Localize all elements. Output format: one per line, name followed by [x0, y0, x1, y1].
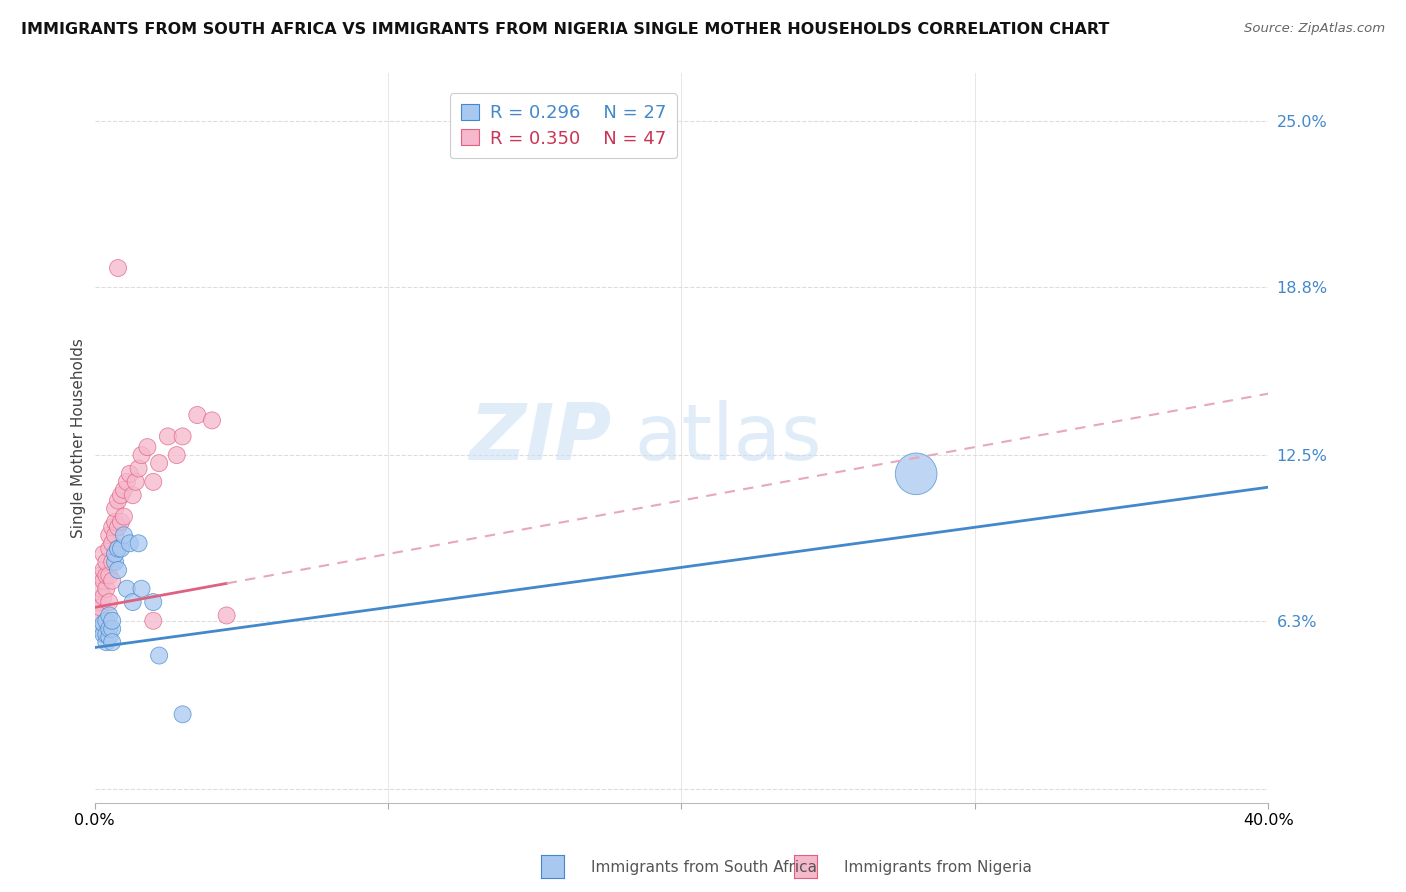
Point — [93, 547, 115, 561]
Point — [89, 582, 111, 596]
Point — [172, 429, 194, 443]
Point — [96, 627, 118, 641]
Point — [93, 590, 115, 604]
Point — [115, 475, 138, 489]
Point — [89, 568, 111, 582]
Point — [96, 568, 118, 582]
Point — [86, 608, 108, 623]
Point — [112, 509, 135, 524]
Point — [118, 536, 141, 550]
Point — [101, 574, 124, 588]
Legend: R = 0.296    N = 27, R = 0.350    N = 47: R = 0.296 N = 27, R = 0.350 N = 47 — [450, 93, 676, 159]
Point — [104, 555, 127, 569]
Point — [107, 261, 129, 276]
Point — [98, 528, 121, 542]
Point — [98, 622, 121, 636]
Point — [98, 568, 121, 582]
Point — [121, 488, 143, 502]
Point — [98, 595, 121, 609]
Text: IMMIGRANTS FROM SOUTH AFRICA VS IMMIGRANTS FROM NIGERIA SINGLE MOTHER HOUSEHOLDS: IMMIGRANTS FROM SOUTH AFRICA VS IMMIGRAN… — [21, 22, 1109, 37]
Point — [89, 622, 111, 636]
Point — [104, 528, 127, 542]
Point — [148, 648, 170, 663]
Text: atlas: atlas — [634, 400, 823, 475]
Point — [101, 536, 124, 550]
Point — [104, 515, 127, 529]
Point — [101, 555, 124, 569]
Point — [86, 595, 108, 609]
Point — [107, 520, 129, 534]
Point — [101, 520, 124, 534]
Point — [107, 563, 129, 577]
Point — [201, 413, 224, 427]
Point — [96, 555, 118, 569]
Point — [93, 616, 115, 631]
Point — [142, 614, 165, 628]
Point — [93, 563, 115, 577]
Point — [96, 614, 118, 628]
Point — [115, 582, 138, 596]
Point — [166, 448, 188, 462]
Point — [101, 622, 124, 636]
Point — [172, 707, 194, 722]
Point — [124, 475, 146, 489]
Point — [128, 461, 150, 475]
Point — [110, 488, 132, 502]
Point — [142, 475, 165, 489]
Point — [101, 635, 124, 649]
Point — [96, 582, 118, 596]
Point — [110, 515, 132, 529]
Point — [104, 501, 127, 516]
Point — [101, 614, 124, 628]
Point — [215, 608, 238, 623]
Text: ZIP: ZIP — [468, 400, 612, 475]
Point — [96, 635, 118, 649]
Text: Source: ZipAtlas.com: Source: ZipAtlas.com — [1244, 22, 1385, 36]
Point — [148, 456, 170, 470]
Point — [107, 541, 129, 556]
Point — [98, 541, 121, 556]
Text: Immigrants from Nigeria: Immigrants from Nigeria — [844, 861, 1032, 875]
Point — [98, 608, 121, 623]
Point — [107, 493, 129, 508]
Point — [128, 536, 150, 550]
Point — [89, 600, 111, 615]
Point — [186, 408, 208, 422]
Point — [98, 630, 121, 644]
Point — [110, 541, 132, 556]
Point — [131, 582, 153, 596]
Point — [112, 528, 135, 542]
Point — [131, 448, 153, 462]
Point — [107, 541, 129, 556]
Y-axis label: Single Mother Households: Single Mother Households — [72, 338, 86, 538]
Point — [112, 483, 135, 497]
Point — [104, 547, 127, 561]
Text: Immigrants from South Africa: Immigrants from South Africa — [591, 861, 817, 875]
Point — [93, 574, 115, 588]
Point — [142, 595, 165, 609]
Point — [156, 429, 179, 443]
Point — [93, 627, 115, 641]
Point — [136, 440, 159, 454]
Point — [905, 467, 928, 481]
Point — [118, 467, 141, 481]
Point — [121, 595, 143, 609]
